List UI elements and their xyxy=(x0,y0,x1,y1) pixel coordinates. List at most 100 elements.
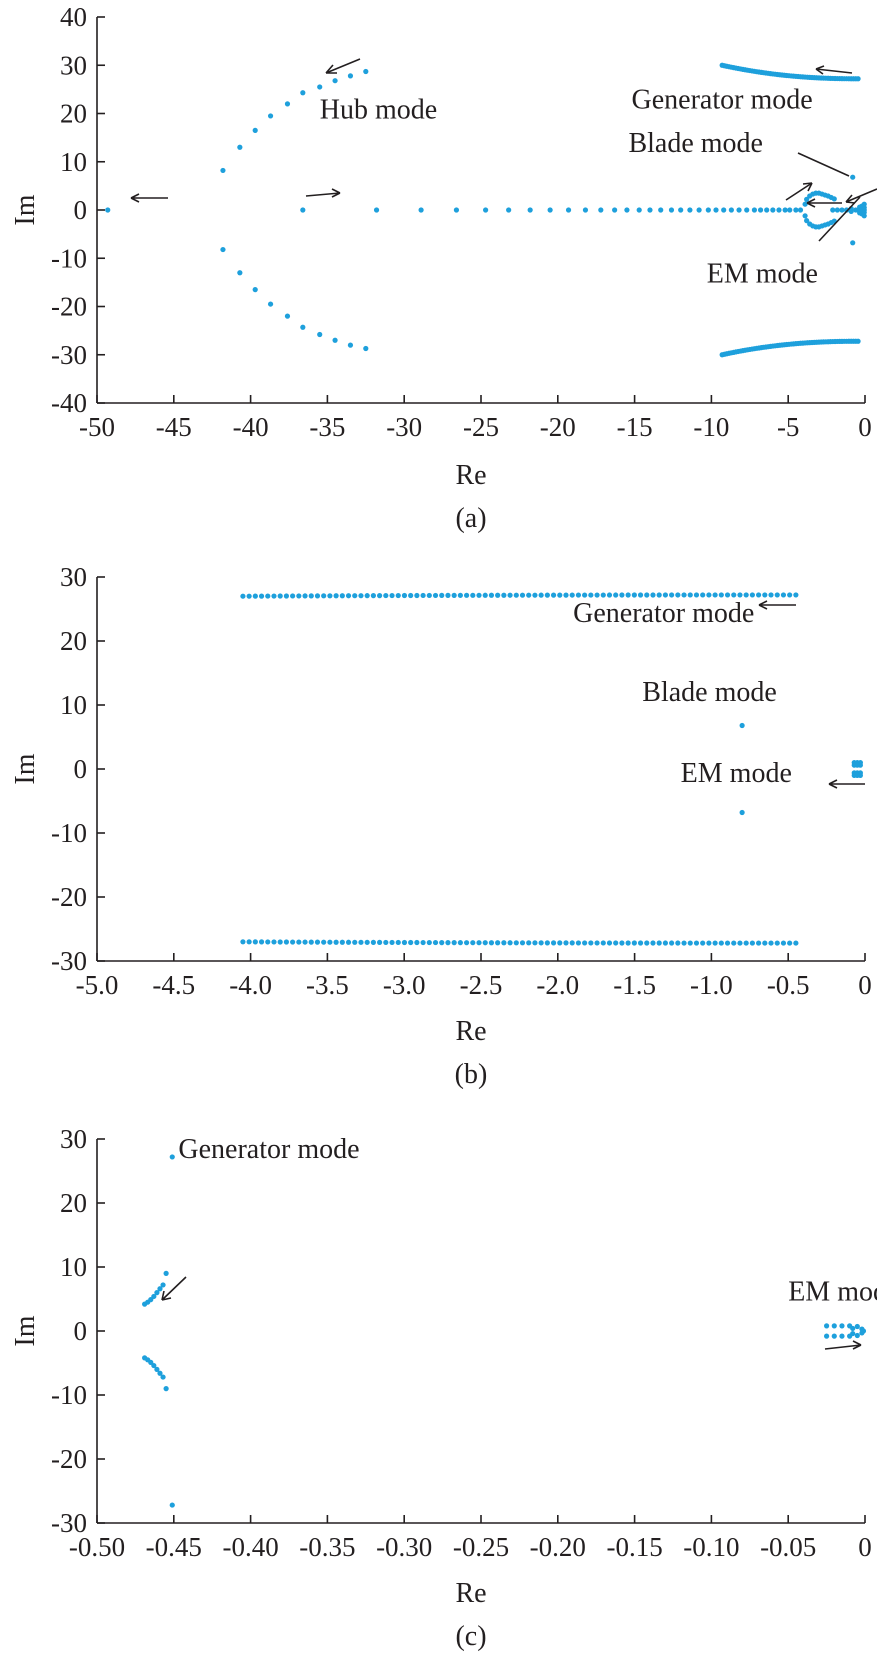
y-tick-label: 0 xyxy=(74,754,88,784)
data-point-em xyxy=(853,207,859,213)
y-tick-label: 30 xyxy=(60,50,87,80)
data-point-generator xyxy=(793,592,799,598)
data-point-generator xyxy=(724,592,731,598)
x-tick-label: -30 xyxy=(386,412,422,442)
data-point-hub xyxy=(647,207,653,213)
data-point-generator xyxy=(426,939,432,946)
x-tick-label: -0.20 xyxy=(530,1532,586,1562)
data-point-hub xyxy=(418,207,424,213)
data-point-hub xyxy=(300,90,306,96)
data-point-hub xyxy=(317,84,323,90)
arrow-blade-c xyxy=(161,1276,187,1301)
data-point-generator xyxy=(706,940,712,946)
data-point-generator xyxy=(550,940,557,946)
data-point-generator xyxy=(169,1502,175,1508)
data-point-generator xyxy=(364,939,370,945)
data-point-hub xyxy=(347,73,354,79)
data-point-generator xyxy=(271,939,277,945)
x-tick-label: -1.5 xyxy=(613,970,656,1000)
data-point-generator xyxy=(762,940,768,946)
data-point-generator xyxy=(476,940,482,946)
data-point-generator xyxy=(563,940,569,946)
y-tick-label: 0 xyxy=(74,195,88,225)
data-point-generator xyxy=(420,592,426,599)
data-point-hub xyxy=(363,68,369,75)
x-tick-label: -15 xyxy=(617,412,653,442)
data-point-generator xyxy=(296,593,302,599)
y-tick-label: -30 xyxy=(51,1508,87,1538)
data-point-generator xyxy=(619,940,625,946)
data-point-hub xyxy=(363,345,369,352)
data-point-hub xyxy=(220,246,226,253)
data-point-generator xyxy=(308,593,314,599)
data-point-hub xyxy=(237,270,243,276)
data-point-generator xyxy=(724,940,731,946)
data-point-generator xyxy=(693,940,700,946)
data-point-generator xyxy=(768,940,774,946)
data-point-hub xyxy=(317,331,323,338)
data-point-generator xyxy=(283,593,290,599)
y-tick-label: -20 xyxy=(51,292,87,322)
data-point-em xyxy=(839,207,845,213)
data-point-hub xyxy=(598,207,604,213)
x-axis-label: Re xyxy=(455,460,486,491)
data-point-generator xyxy=(290,939,296,945)
x-tick-label: -25 xyxy=(463,412,499,442)
data-point-hub xyxy=(744,207,750,213)
data-point-hub xyxy=(624,207,630,213)
data-point-em xyxy=(850,1325,856,1332)
data-point-generator xyxy=(700,592,706,598)
data-point-em xyxy=(839,1333,845,1339)
x-tick-label: -0.10 xyxy=(683,1532,739,1562)
data-point-generator xyxy=(625,592,631,598)
x-tick-label: -2.5 xyxy=(460,970,503,1000)
data-point-generator xyxy=(370,939,376,945)
data-point-hub xyxy=(687,207,693,213)
annotation-label: EM mode xyxy=(788,1276,877,1307)
data-point-em xyxy=(804,218,810,224)
arrow-em-b xyxy=(828,779,865,789)
data-point-blade xyxy=(154,1290,160,1296)
data-point-hub xyxy=(751,207,758,213)
data-point-hub xyxy=(252,287,258,293)
data-point-generator xyxy=(669,592,675,598)
data-point-hub xyxy=(483,207,489,213)
data-point-generator xyxy=(693,592,700,598)
data-point-blade xyxy=(154,1366,160,1372)
y-tick-label: 30 xyxy=(60,1124,87,1154)
data-point-generator xyxy=(364,593,370,599)
data-point-generator xyxy=(426,592,432,599)
data-point-generator xyxy=(743,940,749,946)
data-point-generator xyxy=(252,939,258,945)
data-point-generator xyxy=(550,592,557,598)
data-point-generator xyxy=(383,939,389,946)
data-point-hub xyxy=(332,78,338,84)
data-point-generator xyxy=(706,592,712,598)
data-point-em xyxy=(824,1323,830,1329)
data-point-generator xyxy=(582,940,588,946)
data-point-generator xyxy=(451,592,457,598)
data-point-generator xyxy=(582,592,588,598)
data-point-generator xyxy=(569,940,575,946)
data-point-generator xyxy=(321,939,327,945)
data-point-generator xyxy=(333,593,339,599)
data-point-generator xyxy=(650,940,656,946)
data-point-generator xyxy=(594,592,600,598)
x-tick-label: -4.5 xyxy=(152,970,195,1000)
y-tick-label: 0 xyxy=(74,1316,88,1346)
arrow-generator-a xyxy=(815,65,853,75)
data-point-blade xyxy=(739,722,745,729)
x-tick-label: -3.5 xyxy=(306,970,349,1000)
data-point-hub xyxy=(527,207,533,213)
data-point-generator xyxy=(432,939,439,946)
data-point-generator xyxy=(737,940,743,946)
data-point-generator xyxy=(544,940,550,946)
data-point-em xyxy=(843,207,850,213)
data-point-hub xyxy=(582,207,589,213)
data-point-generator xyxy=(290,593,296,599)
arrow-em-leader xyxy=(818,196,861,242)
data-point-blade xyxy=(160,1374,166,1380)
data-point-em xyxy=(802,201,808,207)
arrow-hub-left xyxy=(130,193,168,203)
data-point-hub xyxy=(105,207,111,213)
